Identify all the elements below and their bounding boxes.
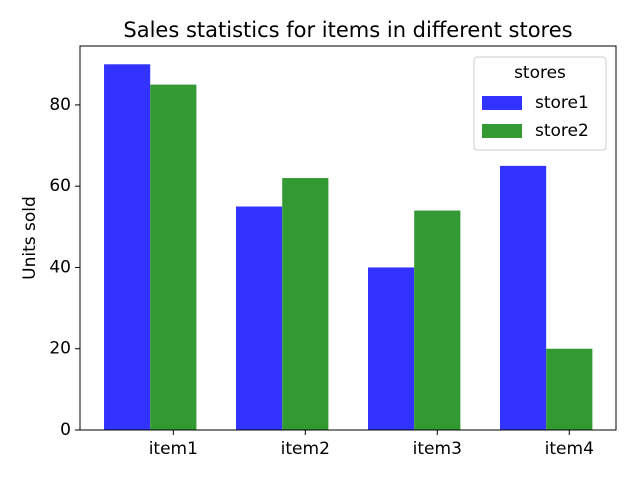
bar — [150, 84, 197, 430]
bar — [499, 165, 547, 430]
x-tick-label: item2 — [281, 439, 330, 459]
bar — [282, 178, 329, 430]
bar — [104, 64, 151, 431]
x-tick-label: item1 — [149, 439, 198, 459]
bar — [414, 210, 461, 430]
bar — [236, 206, 283, 430]
bar — [367, 267, 415, 430]
axes-frame — [79, 45, 617, 431]
y-tick-label: 0 — [60, 420, 71, 440]
y-tick-label: 20 — [49, 339, 71, 359]
legend-label: store2 — [535, 121, 589, 141]
legend-label: store1 — [535, 93, 589, 113]
y-tick-label: 60 — [49, 176, 71, 196]
y-tick-label: 80 — [49, 95, 71, 115]
y-axis-label: Units sold — [20, 196, 40, 280]
y-tick-label: 40 — [49, 257, 71, 277]
bar — [546, 348, 593, 430]
legend-title: stores — [514, 63, 566, 83]
chart-title: Sales statistics for items in different … — [123, 18, 572, 42]
x-tick-label: item3 — [413, 439, 462, 459]
legend-swatch — [482, 124, 522, 138]
x-tick-label: item4 — [545, 439, 594, 459]
legend-swatch — [482, 96, 522, 110]
